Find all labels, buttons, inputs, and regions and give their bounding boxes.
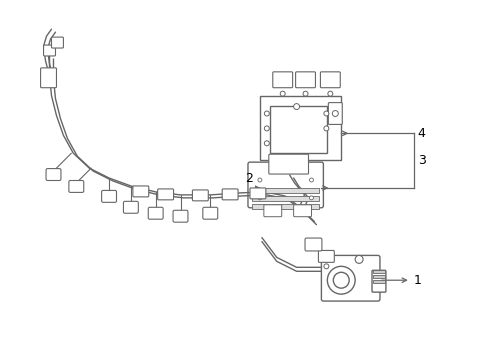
Circle shape [303, 91, 308, 96]
FancyBboxPatch shape [44, 45, 55, 56]
FancyBboxPatch shape [318, 251, 334, 262]
Circle shape [327, 266, 355, 294]
Circle shape [324, 126, 329, 131]
Circle shape [332, 111, 338, 117]
FancyBboxPatch shape [305, 238, 322, 251]
Circle shape [324, 111, 329, 116]
FancyBboxPatch shape [101, 190, 117, 202]
Bar [373, 270, 385, 273]
FancyBboxPatch shape [320, 72, 340, 88]
FancyBboxPatch shape [148, 207, 163, 219]
Circle shape [264, 111, 270, 116]
Circle shape [258, 196, 262, 200]
FancyBboxPatch shape [321, 255, 380, 301]
Bar [373, 275, 385, 278]
FancyBboxPatch shape [133, 186, 149, 197]
FancyBboxPatch shape [123, 201, 138, 213]
FancyBboxPatch shape [273, 72, 293, 88]
Circle shape [328, 91, 333, 96]
FancyBboxPatch shape [264, 205, 282, 217]
FancyBboxPatch shape [372, 270, 386, 292]
Bar [252, 196, 319, 201]
Circle shape [324, 264, 329, 269]
Circle shape [294, 104, 299, 109]
FancyBboxPatch shape [270, 105, 327, 153]
Circle shape [355, 255, 363, 264]
FancyBboxPatch shape [51, 37, 63, 48]
Circle shape [264, 126, 270, 131]
FancyBboxPatch shape [328, 103, 342, 125]
Bar [252, 204, 319, 209]
Circle shape [310, 178, 314, 182]
Circle shape [264, 141, 270, 146]
Circle shape [333, 272, 349, 288]
FancyBboxPatch shape [203, 207, 218, 219]
FancyBboxPatch shape [173, 210, 188, 222]
Circle shape [280, 91, 285, 96]
Text: 2: 2 [245, 171, 253, 185]
FancyBboxPatch shape [250, 188, 266, 199]
Text: 1: 1 [414, 274, 421, 287]
FancyBboxPatch shape [222, 189, 238, 200]
FancyBboxPatch shape [295, 72, 316, 88]
Text: 3: 3 [417, 154, 425, 167]
Bar [252, 188, 319, 193]
Circle shape [258, 178, 262, 182]
Text: 4: 4 [417, 127, 425, 140]
FancyBboxPatch shape [193, 190, 208, 201]
FancyBboxPatch shape [248, 162, 323, 208]
FancyBboxPatch shape [158, 189, 173, 200]
FancyBboxPatch shape [260, 96, 341, 160]
Bar [373, 280, 385, 283]
Circle shape [310, 196, 314, 200]
FancyBboxPatch shape [69, 180, 84, 192]
FancyBboxPatch shape [269, 154, 309, 174]
FancyBboxPatch shape [294, 205, 312, 217]
FancyBboxPatch shape [41, 68, 56, 88]
FancyBboxPatch shape [46, 168, 61, 180]
